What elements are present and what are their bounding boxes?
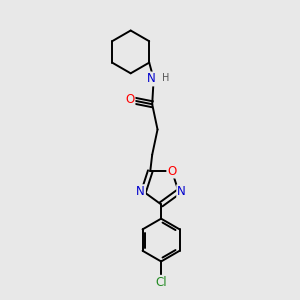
Text: N: N xyxy=(136,185,145,198)
Text: O: O xyxy=(125,93,134,106)
Text: N: N xyxy=(147,73,156,85)
Text: Cl: Cl xyxy=(155,276,167,289)
Text: H: H xyxy=(163,74,170,83)
Text: N: N xyxy=(177,185,186,198)
Text: O: O xyxy=(167,165,177,178)
